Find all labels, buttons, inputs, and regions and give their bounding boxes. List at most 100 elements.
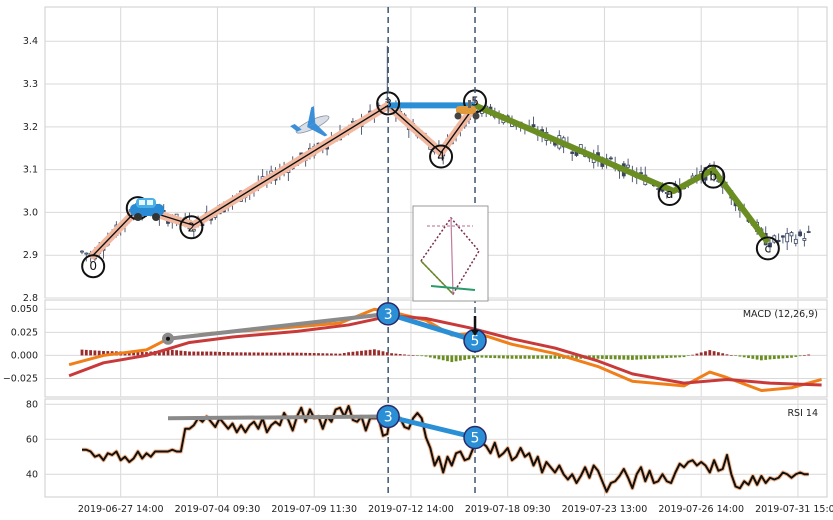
- macd-hist-bar: [368, 349, 372, 356]
- macd-hist-bar: [433, 355, 436, 359]
- y-tick-label: 3.1: [23, 165, 38, 176]
- macd-hist-bar: [807, 354, 811, 356]
- macd-hist-bar: [226, 352, 230, 356]
- macd-hist-bar: [777, 355, 780, 359]
- macd-wave-badge-label: 3: [384, 307, 393, 323]
- macd-hist-bar: [97, 350, 101, 356]
- macd-hist-bar: [244, 352, 247, 356]
- macd-hist-bar: [768, 355, 772, 360]
- scooter-icon: [454, 100, 480, 120]
- macd-hist-bar: [721, 353, 725, 356]
- macd-hist-bar: [222, 351, 226, 356]
- candle-body: [84, 252, 89, 255]
- macd-hist-bar: [441, 355, 445, 361]
- macd-hist-bar: [639, 355, 643, 360]
- x-tick-label: 2019-07-18 09:30: [465, 504, 551, 515]
- macd-hist-bar: [785, 355, 789, 359]
- wave-label-text: 4: [437, 150, 445, 164]
- macd-hist-bar: [364, 350, 368, 356]
- macd-hist-bar: [424, 355, 428, 357]
- macd-hist-bar: [570, 355, 574, 359]
- macd-hist-bar: [330, 353, 333, 356]
- macd-hist-bar: [102, 350, 105, 356]
- macd-hist-bar: [691, 354, 694, 356]
- macd-hist-bar: [781, 355, 785, 359]
- macd-hist-bar: [231, 352, 234, 356]
- wave-label-text: b: [709, 170, 717, 184]
- macd-hist-bar: [459, 355, 462, 361]
- macd-hist-bar: [622, 355, 626, 360]
- wave-label-circle: [657, 182, 682, 207]
- candle-body: [789, 232, 794, 237]
- macd-hist-bar: [381, 351, 385, 356]
- macd-hist-bar: [175, 350, 178, 356]
- y-tick-label: −0.025: [3, 374, 38, 385]
- rsi-panel-title: RSI 14: [787, 408, 818, 419]
- macd-hist-bar: [373, 349, 376, 356]
- macd-hist-bar: [390, 353, 393, 356]
- arrow-head-icon: [471, 330, 480, 336]
- macd-hist-bar: [484, 355, 488, 358]
- macd-wave-badge-label: 5: [471, 334, 480, 350]
- x-tick-label: 2019-07-09 11:30: [271, 504, 357, 515]
- macd-hist-bar: [347, 352, 350, 356]
- candle-body: [768, 242, 772, 248]
- macd-hist-bar: [661, 355, 664, 359]
- macd-hist-bar: [790, 355, 793, 358]
- macd-hist-bar: [295, 352, 299, 356]
- rsi-wave-badge: [463, 425, 487, 450]
- macd-wave-3-5-line: [387, 311, 476, 344]
- macd-hist-bar: [613, 355, 617, 360]
- wave-overlays: 3 5 3 5: [162, 302, 487, 450]
- macd-hist-bar: [317, 353, 320, 356]
- macd-hist-bar: [686, 355, 690, 357]
- y-tick-label: 0.025: [11, 327, 38, 338]
- candle-body: [785, 232, 790, 243]
- macd-hist-bar: [377, 350, 381, 356]
- macd-hist-bar: [385, 352, 389, 356]
- macd-hist-bar: [416, 355, 419, 357]
- macd-divergence-line: [167, 311, 389, 341]
- macd-hist-bar: [269, 352, 273, 356]
- macd-hist-bar: [514, 355, 518, 359]
- macd-hist-bar: [239, 352, 243, 356]
- macd-hist-bar: [725, 354, 729, 356]
- macd-hist-bar: [145, 352, 148, 356]
- candle-body: [531, 124, 536, 128]
- macd-hist-bar: [631, 355, 634, 360]
- macd-hist-bar: [454, 355, 458, 362]
- macd-hist-bar: [411, 355, 415, 356]
- macd-hist-bar: [437, 355, 441, 360]
- macd-hist-bar: [342, 352, 346, 356]
- macd-hist-bar: [196, 351, 200, 356]
- macd-hist-bar: [265, 352, 269, 356]
- macd-hist-bar: [643, 355, 647, 360]
- x-tick-label: 2019-07-12 14:00: [368, 504, 454, 515]
- y-tick-label: 2.9: [23, 250, 38, 261]
- macd-hist-bar: [734, 355, 737, 357]
- y-tick-label: 3.0: [23, 207, 38, 218]
- macd-hist-bar: [84, 349, 88, 356]
- candle-body: [570, 151, 575, 154]
- macd-hist-bar: [235, 352, 239, 356]
- macd-hist-bar: [682, 355, 686, 358]
- macd-hist-bar: [575, 355, 578, 359]
- macd-hist-bar: [523, 355, 527, 359]
- macd-hist-bar: [527, 355, 531, 359]
- macd-hist-bar: [618, 355, 621, 360]
- macd-hist-bar: [738, 355, 742, 357]
- macd-hist-bar: [304, 352, 307, 356]
- macd-hist-bar: [201, 351, 204, 356]
- y-tick-label: 40: [26, 469, 38, 480]
- macd-hist-bar: [704, 351, 707, 356]
- macd-hist-bar: [334, 353, 338, 356]
- macd-hist-bar: [192, 351, 196, 356]
- macd-hist-bar: [403, 354, 406, 356]
- candle-body: [798, 231, 802, 237]
- macd-hist-bar: [205, 351, 209, 356]
- macd-hist-bar: [394, 353, 398, 356]
- y-tick-label: 2.8: [23, 293, 38, 304]
- macd-hist-bar: [287, 352, 290, 356]
- wave-label-text: c: [765, 241, 772, 255]
- macd-hist-bar: [321, 353, 325, 356]
